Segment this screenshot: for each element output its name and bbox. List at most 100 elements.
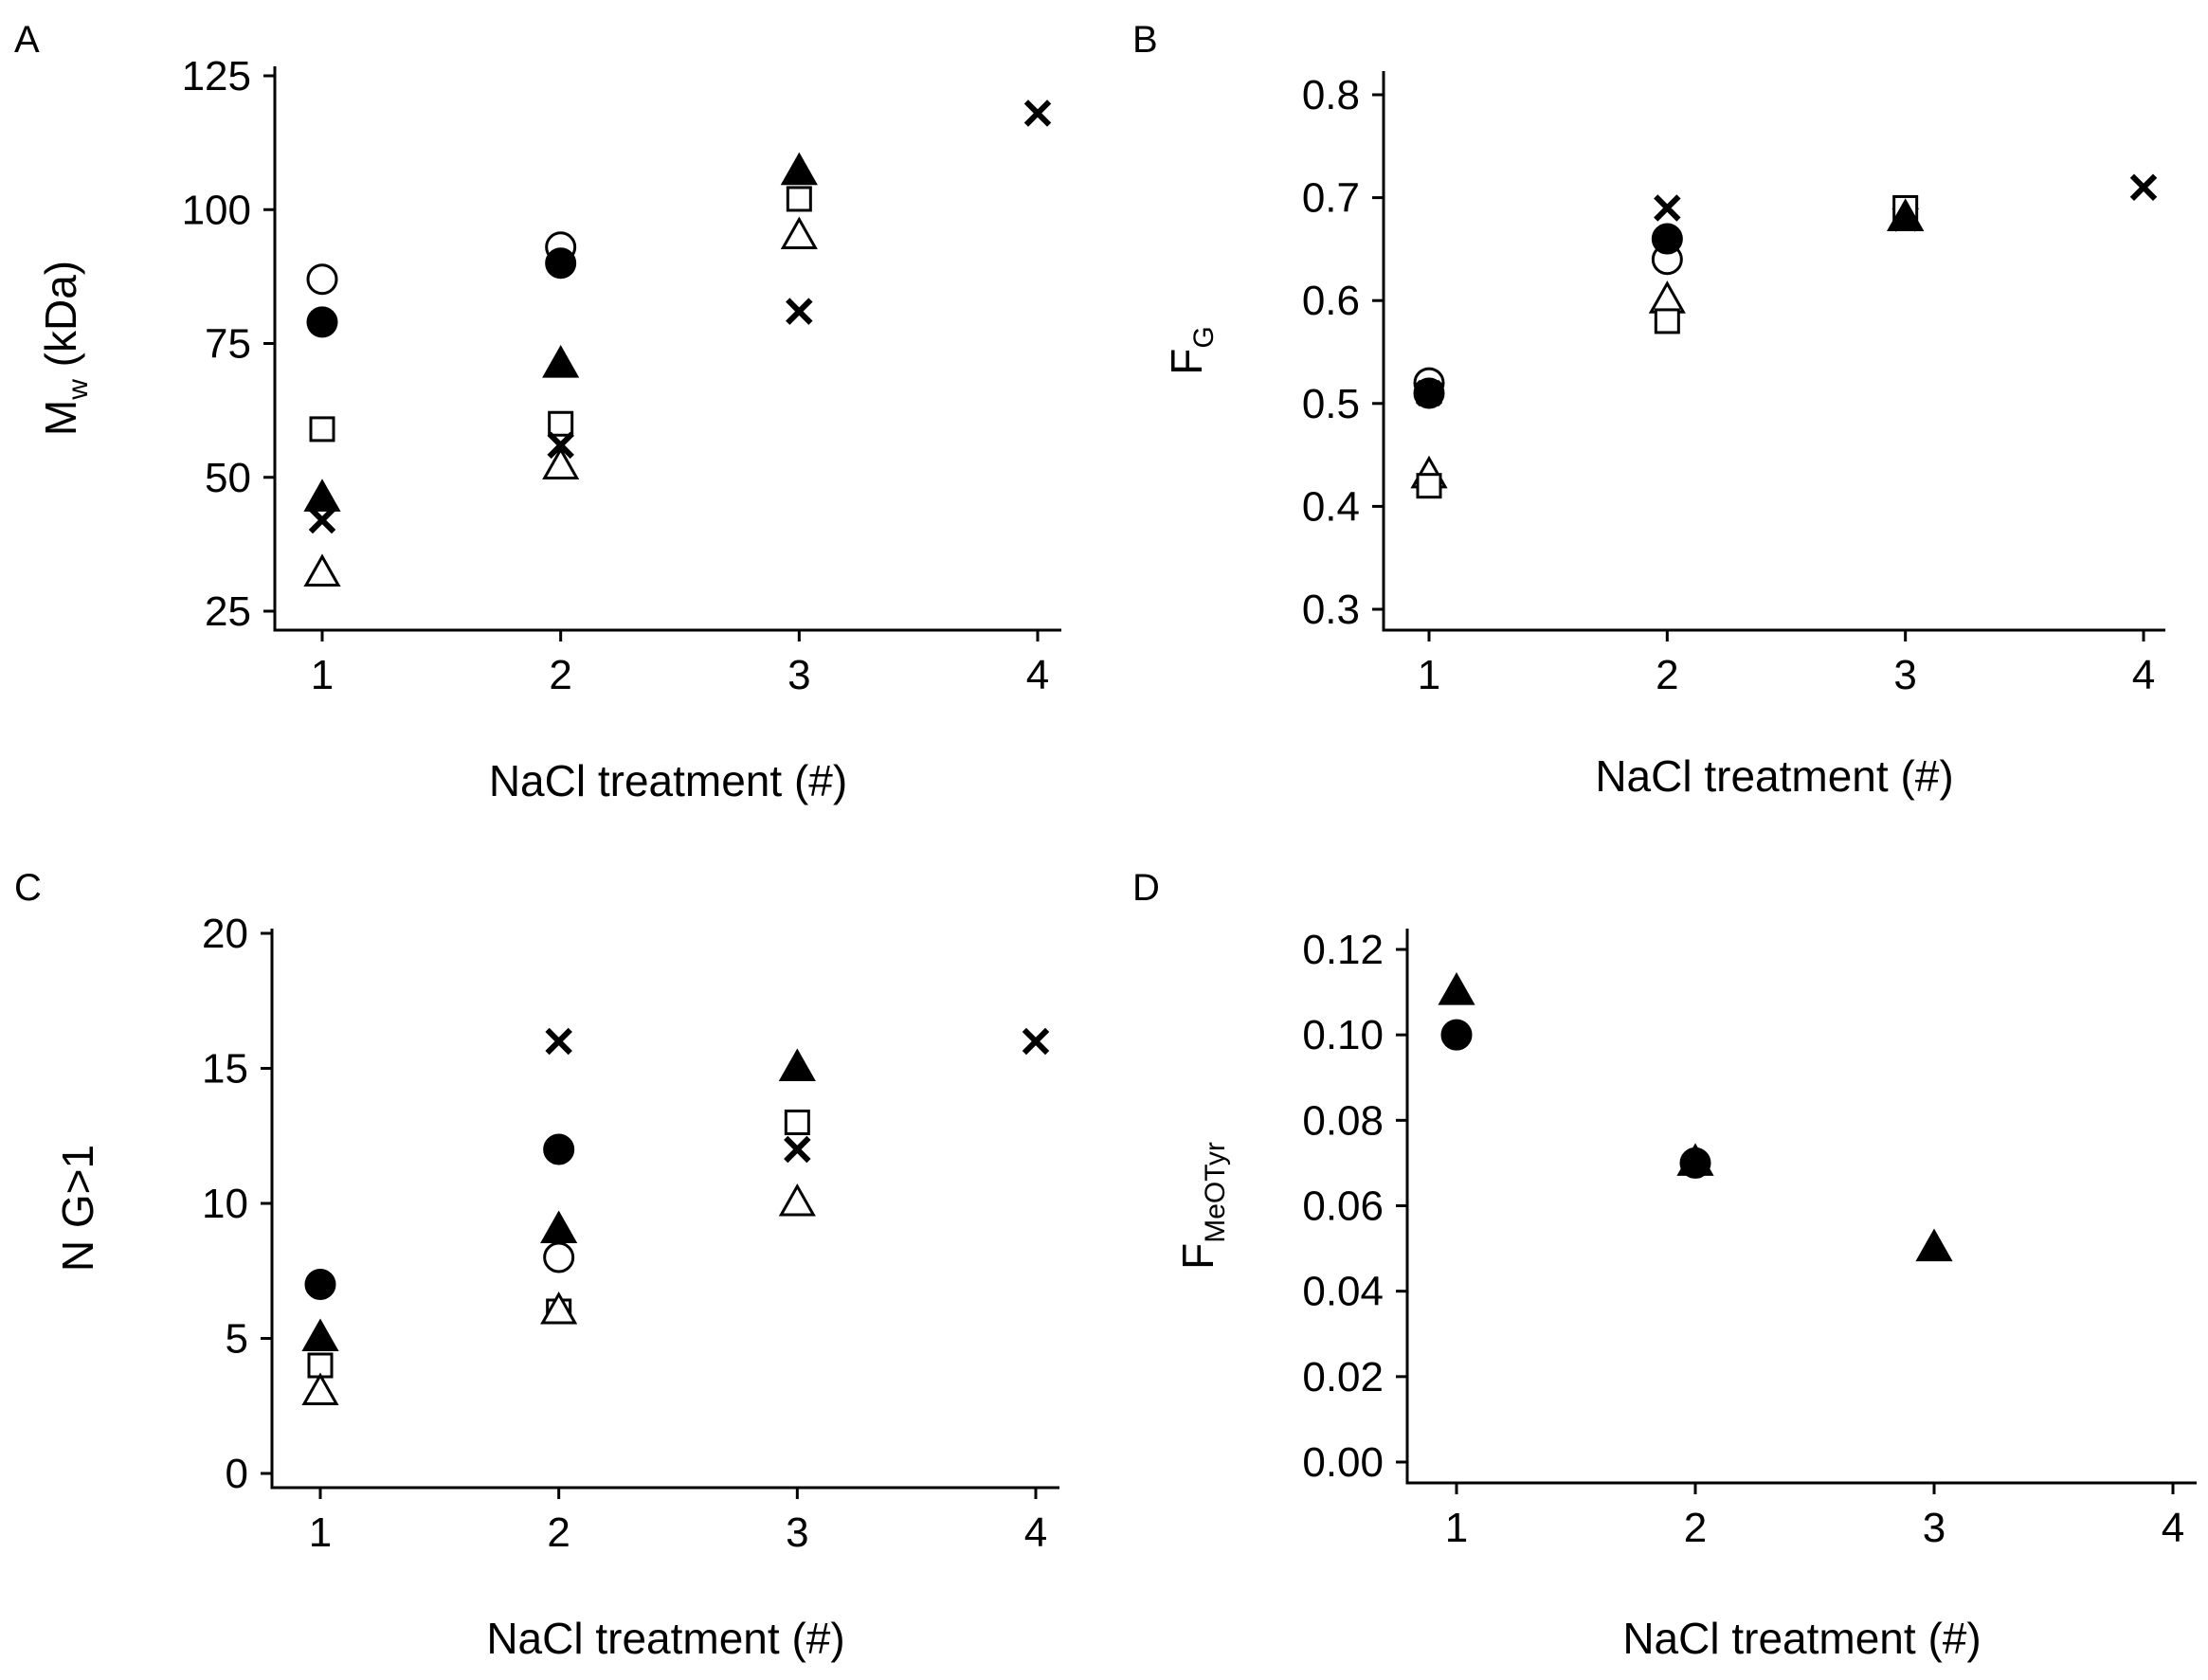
data-point-triangle-open	[542, 446, 580, 479]
axes	[1405, 929, 2197, 1485]
y-tick-label: 0.02	[1302, 1354, 1384, 1400]
y-axis-label-subscript: w	[63, 379, 94, 401]
y-axis-label-unit: (kDa)	[36, 261, 85, 379]
y-axis-label-main: N G>1	[53, 1145, 102, 1272]
y-tick-label: 5	[226, 1316, 248, 1363]
data-point-cross	[1654, 194, 1681, 222]
x-tick-label: 2	[547, 1509, 570, 1556]
x-tick-label: 4	[1024, 1509, 1047, 1556]
data-point-triangle-open	[540, 1291, 578, 1325]
data-point-triangle-open	[301, 1372, 339, 1405]
y-tick-label: 75	[205, 321, 251, 368]
x-tick-label: 4	[2132, 652, 2155, 698]
data-point-cross	[1022, 1027, 1050, 1056]
y-axis-label: N G>1	[53, 1145, 102, 1272]
data-point-cross	[547, 431, 574, 460]
x-axis-label: NaCl treatment (#)	[489, 756, 847, 805]
data-point-cross	[1415, 379, 1443, 407]
y-axis-label: Mw (kDa)	[36, 261, 94, 436]
data-point-triangle-filled	[540, 1210, 578, 1243]
x-tick-label: 2	[1684, 1505, 1707, 1551]
data-point-triangle-filled	[1915, 1228, 1953, 1262]
data-point-circle-filled	[543, 1133, 575, 1165]
y-tick-label: 0.5	[1302, 381, 1360, 427]
axes	[273, 66, 1061, 632]
y-tick-label: 0.08	[1302, 1097, 1384, 1144]
data-point-circle-filled	[545, 247, 577, 280]
panel-label: C	[14, 867, 42, 909]
x-axis-label: NaCl treatment (#)	[1595, 751, 1953, 801]
data-point-circle-filled	[1651, 223, 1683, 255]
y-tick-label: 0.4	[1302, 483, 1360, 530]
panel-c: C 1 2 3 4 0 5 10 15 20 NaCl treatment (#) N G>1	[14, 867, 1059, 1663]
data-point-circle-filled	[306, 306, 338, 338]
y-tick-label: 0.12	[1302, 927, 1384, 973]
data-point-cross	[786, 298, 813, 325]
data-point-circle-filled	[304, 1269, 336, 1300]
data-point-triangle-filled	[542, 345, 580, 378]
data-point-triangle-filled	[1887, 198, 1925, 231]
x-tick-label: 1	[1418, 652, 1440, 698]
x-tick-label: 1	[1445, 1505, 1468, 1551]
panel-a: A 1 2 3 4 25 50 75 100 125 NaCl treatment (#) Mw (k…	[14, 19, 1061, 805]
x-tick-label: 1	[311, 652, 334, 698]
y-axis-label-subscript: G	[1188, 326, 1220, 348]
y-axis-label: FG	[1162, 326, 1220, 374]
y-tick-label: 0	[226, 1451, 248, 1497]
data-point-circle-open	[543, 1241, 575, 1274]
data-point-triangle-filled	[778, 1048, 816, 1081]
x-tick-label: 3	[1893, 652, 1916, 698]
x-tick-label: 3	[787, 652, 810, 698]
y-tick-label: 25	[205, 588, 251, 635]
x-axis-label: NaCl treatment (#)	[486, 1614, 844, 1663]
y-tick-label: 125	[182, 53, 251, 99]
x-tick-label: 2	[1656, 652, 1678, 698]
data-point-cross	[784, 1135, 811, 1164]
y-tick-label: 0.7	[1302, 175, 1360, 222]
data-point-square-open	[309, 416, 335, 443]
panel-label: D	[1132, 867, 1160, 909]
data-point-triangle-filled	[1438, 972, 1475, 1005]
y-axis-label: FMeOTyr	[1173, 1142, 1231, 1270]
data-point-square-open	[786, 186, 812, 212]
axes	[1382, 71, 2165, 632]
y-tick-label: 100	[182, 187, 251, 233]
y-tick-label: 0.10	[1302, 1012, 1384, 1058]
y-tick-label: 50	[205, 455, 251, 501]
y-axis-label-subscript: MeOTyr	[1200, 1142, 1231, 1243]
panel-b: B 1 2 3 4 0.3 0.4 0.5 0.6 0.7 0.8 NaCl treatment (#…	[1132, 19, 2165, 801]
y-axis-label-main: F	[1173, 1243, 1222, 1270]
y-tick-label: 0.06	[1302, 1183, 1384, 1230]
y-tick-label: 0.6	[1302, 278, 1360, 324]
data-point-triangle-filled	[780, 152, 818, 186]
data-point-triangle-filled	[303, 479, 341, 512]
x-tick-label: 3	[786, 1509, 808, 1556]
panel-label: B	[1132, 19, 1158, 61]
x-tick-label: 1	[309, 1509, 332, 1556]
y-tick-label: 20	[202, 911, 248, 957]
data-point-square-open	[784, 1110, 810, 1135]
x-axis-label: NaCl treatment (#)	[1622, 1614, 1981, 1663]
y-axis-label-main: M	[36, 400, 85, 436]
x-tick-label: 4	[2162, 1505, 2184, 1551]
data-point-circle-filled	[1440, 1019, 1473, 1051]
x-tick-label: 2	[549, 652, 571, 698]
data-point-triangle-open	[778, 1183, 816, 1217]
data-point-cross	[1023, 99, 1052, 127]
y-tick-label: 0.00	[1302, 1439, 1384, 1486]
data-point-square-open	[1416, 473, 1442, 499]
y-tick-label: 0.8	[1302, 72, 1360, 118]
data-point-triangle-open	[303, 553, 341, 587]
data-point-triangle-filled	[301, 1318, 339, 1351]
data-point-cross	[2129, 173, 2158, 201]
data-point-square-open	[548, 410, 574, 437]
data-point-triangle-open	[780, 216, 818, 249]
panel-d: D 1 2 3 4 0.00 0.02 0.04 0.06 0.08 0.10 0.12 NaCl tr…	[1132, 867, 2197, 1663]
x-tick-label: 3	[1923, 1505, 1946, 1551]
panel-label: A	[14, 19, 40, 61]
axes	[270, 929, 1059, 1490]
y-tick-label: 10	[202, 1181, 248, 1227]
data-point-cross	[308, 506, 336, 534]
data-point-circle-open	[306, 263, 338, 296]
